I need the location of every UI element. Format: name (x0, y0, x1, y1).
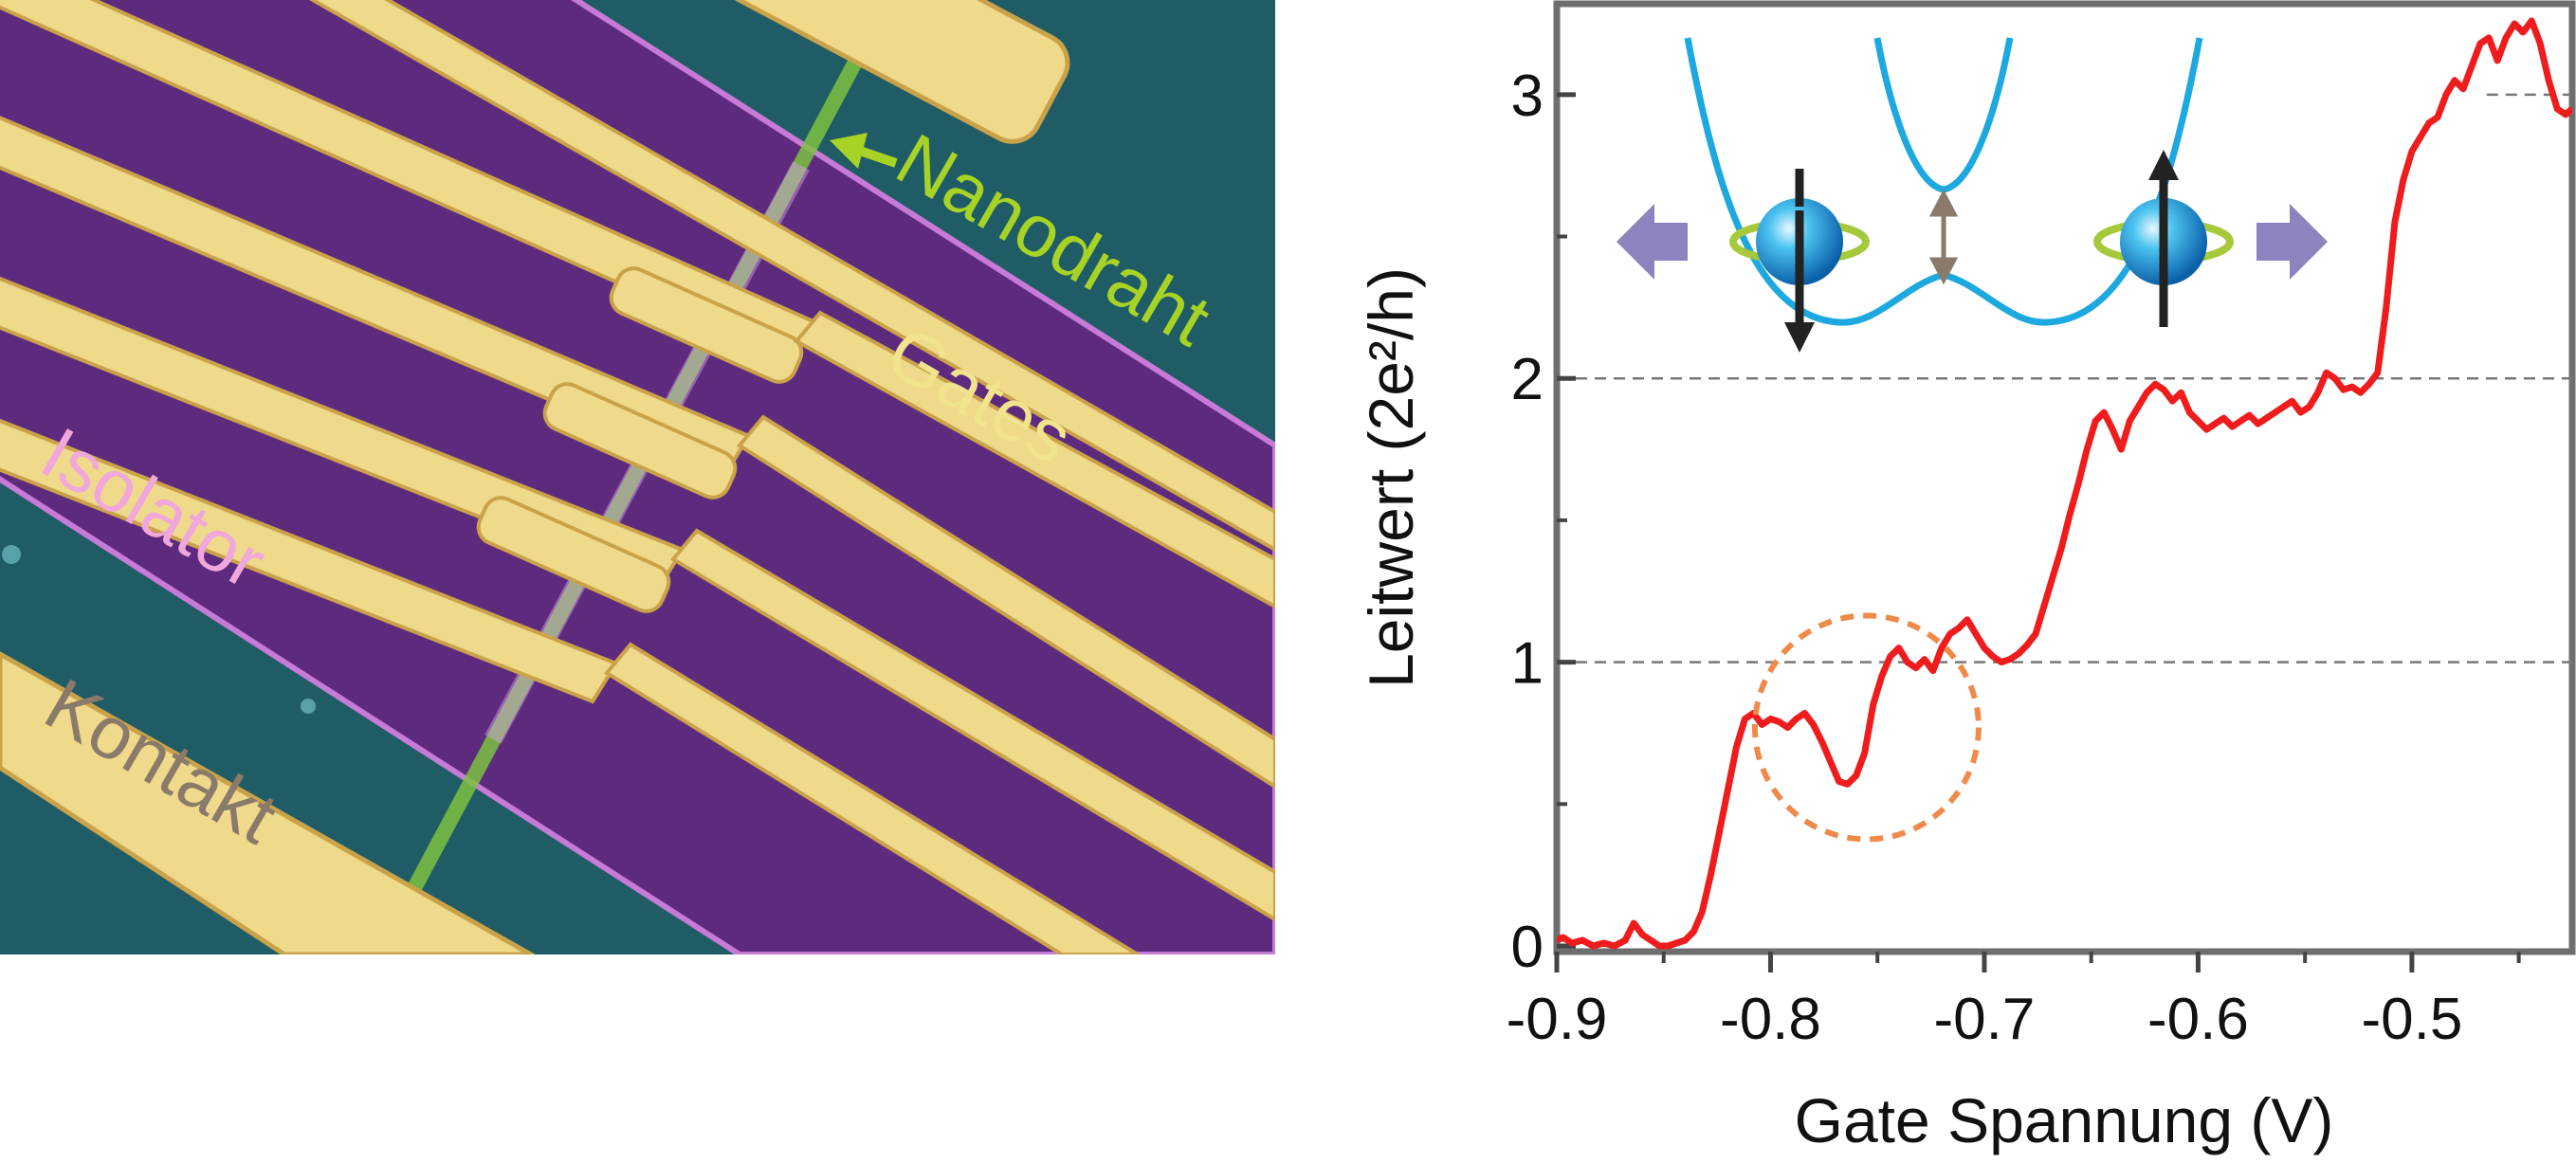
band-structure-inset (1617, 37, 2328, 353)
x-tick-label: -0.9 (1507, 987, 1608, 1052)
x-tick-label: -0.6 (2147, 987, 2249, 1052)
y-tick-label: 3 (1511, 64, 1544, 129)
conductance-chart: 0 1 2 3 -0.9 -0.8 -0.7 -0.6 -0.5 Gate Spannung … (1356, 0, 2576, 1155)
y-tick-label: 2 (1511, 347, 1544, 412)
gate-lead (603, 642, 1142, 954)
band-curve-upper (1873, 37, 2014, 193)
sem-image: Nanodraht Gates Isolator Kontakt (0, 0, 1275, 954)
band-gap-arrow (1928, 189, 1959, 285)
right-motion-arrow (2256, 204, 2328, 280)
gate-lead (793, 310, 1275, 609)
gate-lead (669, 528, 1275, 922)
bottom-contact (0, 651, 537, 954)
conductance-line (1557, 17, 2572, 950)
gate-pad (609, 266, 804, 384)
gate-lead (737, 414, 1275, 790)
plot-frame (1553, 0, 2576, 955)
spin-down-electron (1729, 169, 1870, 353)
top-contact-pad (722, 0, 1070, 144)
y-axis: 0 1 2 3 (1511, 64, 1576, 980)
reference-lines (1557, 93, 2572, 663)
gate-pad (476, 496, 671, 613)
left-motion-arrow (1617, 204, 1688, 280)
gate-pad (542, 382, 738, 500)
gate-fingers (0, 0, 1275, 954)
x-tick-label: -0.8 (1720, 987, 1821, 1052)
debris (301, 699, 316, 714)
nanowire-pointer-arrow (830, 133, 898, 169)
debris (2, 545, 21, 564)
x-axis: -0.9 -0.8 -0.7 -0.6 -0.5 (1507, 952, 2521, 1052)
y-tick-label: 1 (1511, 631, 1544, 697)
x-tick-label: -0.5 (2361, 987, 2462, 1052)
highlight-circle (1751, 612, 1982, 843)
gate-lead (308, 0, 1275, 553)
y-axis-label: Leitwert (2e²/h) (1356, 267, 1426, 688)
x-axis-label: Gate Spannung (V) (1795, 1085, 2334, 1155)
nanowire (400, 53, 866, 904)
x-tick-label: -0.7 (1934, 987, 2036, 1052)
spin-up-electron (2093, 150, 2234, 327)
y-tick-label: 0 (1511, 915, 1544, 980)
